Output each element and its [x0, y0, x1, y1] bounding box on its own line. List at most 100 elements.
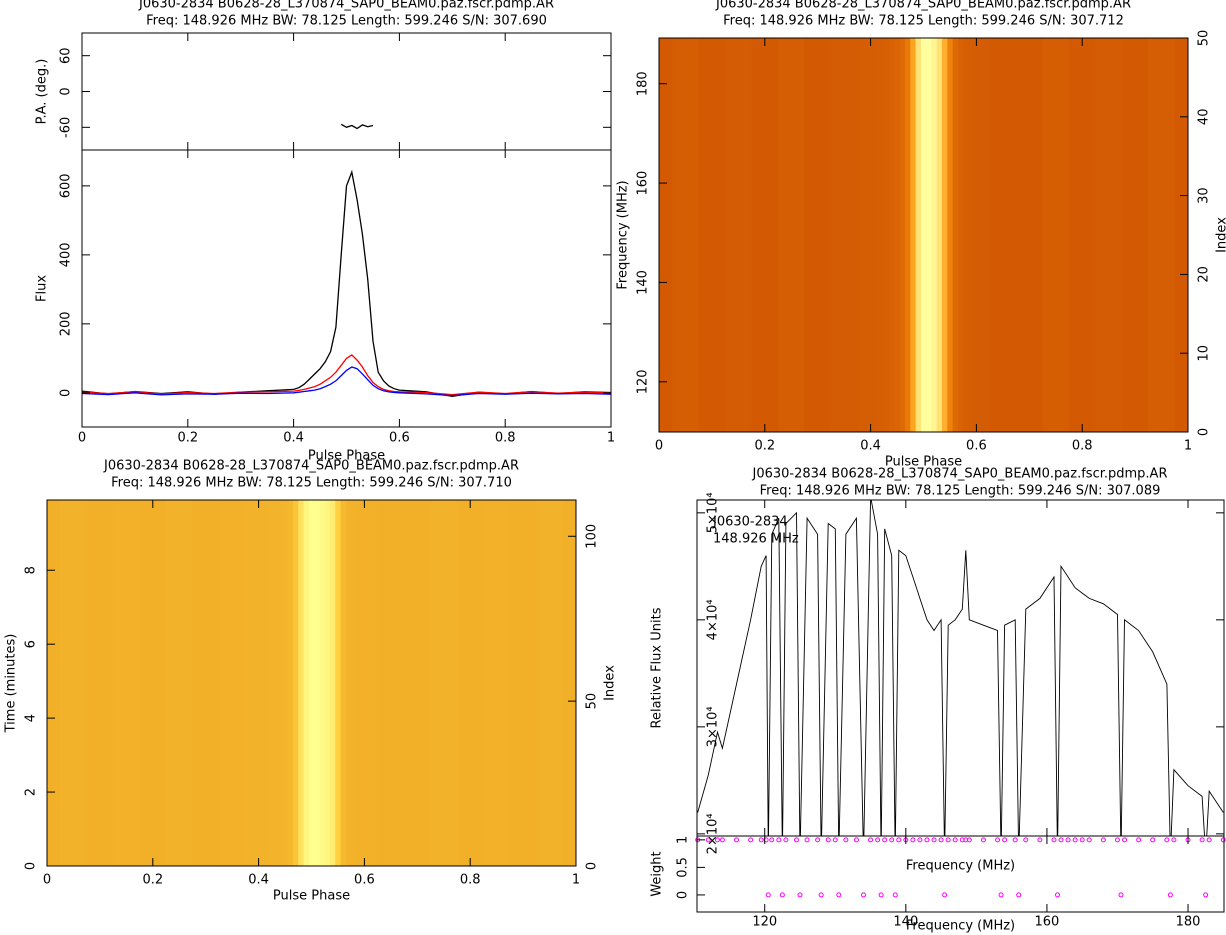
- axes-frame: [658, 37, 1189, 433]
- y-tick-label: 20: [1197, 266, 1212, 283]
- heatmap-column: [324, 500, 331, 866]
- heatmap-column: [139, 500, 167, 866]
- heatmap-column: [883, 38, 890, 432]
- weight-point: [1118, 892, 1124, 898]
- heatmap-column: [1121, 38, 1149, 432]
- weight-point: [1037, 837, 1043, 843]
- chart-subtitle: Freq: 148.926 MHz BW: 78.125 Length: 599…: [723, 14, 1124, 29]
- weight-point: [860, 892, 866, 898]
- y2-axis-label: Index: [603, 665, 618, 701]
- heatmap-column: [456, 500, 484, 866]
- heatmap-column: [308, 500, 315, 866]
- axes-frame: [696, 499, 1225, 837]
- weight-point: [924, 837, 930, 843]
- y-tick-label: 0: [676, 891, 691, 899]
- y-tick-label: 0: [1197, 428, 1212, 436]
- x-tick-label: 1: [572, 873, 580, 888]
- weight-point: [1072, 837, 1078, 843]
- x-tick-label: 160: [1035, 915, 1060, 930]
- weight-point: [765, 892, 771, 898]
- heatmap-column: [483, 500, 511, 866]
- y-tick-label: 0: [59, 389, 74, 397]
- heatmap-column: [277, 500, 283, 866]
- heatmap-column: [963, 38, 969, 432]
- flux-plot: [82, 169, 611, 397]
- weight-point: [896, 837, 902, 843]
- weight-point: [793, 837, 799, 843]
- heatmap-column: [915, 38, 922, 432]
- heatmap-column: [989, 38, 1017, 432]
- heatmap-column: [672, 38, 700, 432]
- weight-point: [853, 837, 859, 843]
- heatmap-column: [287, 500, 294, 866]
- y-tick-label: 100: [585, 524, 600, 549]
- x-tick-label: 0.4: [860, 439, 881, 454]
- y-tick-label: 120: [636, 369, 651, 394]
- weight-point: [1167, 892, 1173, 898]
- heatmap-column: [1095, 38, 1123, 432]
- weight-point: [779, 892, 785, 898]
- heatmap-column: [266, 500, 273, 866]
- weight-point: [995, 837, 1001, 843]
- weight-point: [1012, 837, 1018, 843]
- x-tick-label: 0.2: [754, 439, 775, 454]
- heatmap-column: [536, 500, 564, 866]
- y-tick-label: 0: [585, 862, 600, 870]
- x-tick-label: 0.4: [248, 873, 269, 888]
- heatmap-column: [936, 38, 943, 432]
- chart-title: J0630-2834 B0628-28_L370874_SAP0_BEAM0.p…: [138, 0, 554, 12]
- chart-subtitle: Freq: 148.926 MHz BW: 78.125 Length: 599…: [146, 14, 547, 29]
- weight-point: [945, 837, 951, 843]
- y-tick-label: 4×10⁴: [706, 599, 721, 640]
- weight-point: [1051, 837, 1057, 843]
- weight-point: [1002, 837, 1008, 843]
- heatmap-column: [292, 500, 299, 866]
- heatmap-column: [830, 38, 858, 432]
- y-tick-label: 2×10⁴: [706, 813, 721, 854]
- heatmap-column: [899, 38, 906, 432]
- bandpass-line: [697, 500, 1224, 836]
- heatmap-column: [968, 38, 975, 432]
- heatmap-column: [957, 38, 964, 432]
- bandpass-plot: [697, 500, 1224, 836]
- weight-point: [815, 837, 821, 843]
- weight-point: [917, 837, 923, 843]
- heatmap-column: [330, 500, 336, 866]
- profile-line: [82, 354, 611, 396]
- x-tick-label: 0.6: [966, 439, 987, 454]
- heatmap-column: [377, 500, 405, 866]
- profile-line: [82, 366, 611, 397]
- heatmap-column: [166, 500, 193, 866]
- y-axis-label: Frequency (MHz): [616, 180, 631, 289]
- weight-point: [868, 837, 874, 843]
- x-axis-label: Pulse Phase: [308, 449, 385, 464]
- weight-point: [1164, 837, 1170, 843]
- weight-point: [1220, 837, 1226, 843]
- weight-point: [952, 837, 958, 843]
- weight-point: [1100, 837, 1106, 843]
- y-tick-label: 0.5: [676, 857, 691, 878]
- x-tick-label: 0.6: [354, 873, 375, 888]
- x-tick-label: 0: [655, 439, 663, 454]
- chart-title: J0630-2834 B0628-28_L370874_SAP0_BEAM0.p…: [103, 459, 519, 474]
- heatmap-column: [910, 38, 917, 432]
- heatmap-column: [404, 500, 432, 866]
- weight-point: [797, 892, 803, 898]
- heatmap-column: [659, 38, 673, 432]
- pa-line: [340, 123, 374, 130]
- profile-line: [82, 169, 611, 397]
- weight-point: [938, 837, 944, 843]
- y-tick-label: 2: [24, 788, 39, 796]
- heatmap-column: [873, 38, 880, 432]
- weight-point: [714, 837, 720, 843]
- axes-frame: [696, 835, 1225, 913]
- heatmap-column: [335, 500, 342, 866]
- weight-point: [1122, 837, 1128, 843]
- heatmap-column: [298, 500, 305, 866]
- heatmap-column: [973, 38, 991, 432]
- x-tick-label: 1: [1184, 439, 1192, 454]
- heatmap-column: [245, 500, 262, 866]
- annotation: 148.926 MHz: [713, 532, 799, 547]
- x-axis-label: Pulse Phase: [273, 889, 350, 904]
